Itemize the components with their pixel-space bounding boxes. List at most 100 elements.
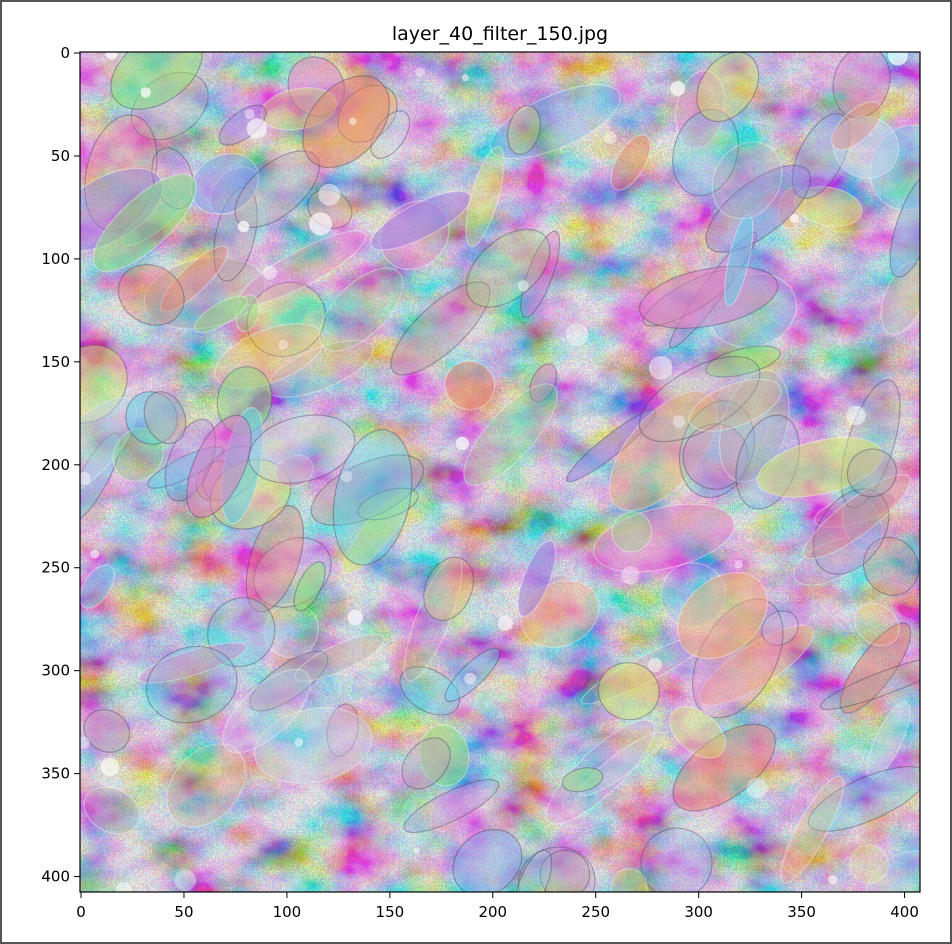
texture-blob: [245, 504, 305, 613]
highlight-spot: [846, 405, 866, 426]
highlight-spot: [318, 183, 341, 206]
texture-blob: [718, 369, 790, 483]
texture-blob: [506, 104, 541, 156]
texture-blob: [452, 829, 523, 892]
texture-blob: [80, 564, 115, 609]
texture-blob: [813, 491, 897, 528]
x-axis: 0 50 100 150 200 250 300 350 400: [76, 892, 919, 921]
texture-blob: [794, 185, 863, 227]
texture-blob: [517, 540, 557, 617]
highlight-spot: [734, 559, 744, 569]
texture-blob: [444, 360, 496, 411]
texture-blob: [403, 555, 463, 682]
texture-blob: [235, 294, 260, 333]
texture-blob: [608, 390, 718, 512]
highlight-spot: [80, 471, 91, 485]
texture-blob: [793, 536, 872, 586]
texture-blob: [832, 52, 891, 119]
texture-blob: [566, 408, 657, 483]
highlight-spot: [648, 657, 663, 673]
texture-blob: [840, 379, 901, 509]
texture-blob: [263, 602, 320, 659]
texture-blob: [159, 245, 229, 313]
texture-blob: [807, 765, 920, 832]
texture-blob: [209, 166, 259, 215]
texture-blob: [688, 378, 782, 432]
texture-blob: [529, 363, 558, 403]
texture-blob: [756, 437, 883, 498]
texture-blob: [287, 56, 345, 117]
texture-blob: [841, 496, 883, 552]
highlight-spot: [90, 549, 100, 559]
highlight-spot: [517, 280, 529, 292]
texture-blob: [193, 295, 248, 334]
highlight-spot: [672, 415, 686, 428]
chart-title: layer_40_filter_150.jpg: [392, 23, 608, 45]
y-tick-label: 0: [60, 44, 70, 62]
texture-blob: [342, 492, 410, 575]
texture-blob: [370, 110, 411, 159]
x-tick-label: 300: [684, 903, 713, 921]
texture-blob: [669, 706, 726, 759]
texture-blob: [846, 448, 897, 498]
texture-blob: [302, 75, 391, 169]
x-tick-label: 100: [273, 903, 302, 921]
y-tick-label: 400: [41, 868, 70, 886]
highlight-spot: [565, 323, 589, 346]
x-tick-label: 150: [376, 903, 405, 921]
texture-blob: [489, 84, 621, 160]
y-tick-label: 200: [41, 456, 70, 474]
texture-blob: [610, 868, 648, 892]
texture-blob: [117, 264, 185, 326]
highlight-spot: [309, 212, 332, 236]
texture-blob: [92, 173, 197, 272]
texture-blob: [514, 849, 553, 892]
texture-blob: [780, 775, 845, 884]
highlight-spot: [497, 615, 513, 631]
texture-blobs: [80, 52, 920, 892]
highlight-spot: [116, 881, 132, 892]
highlight-spot: [670, 81, 686, 96]
texture-blob: [274, 454, 315, 488]
highlight-spot: [888, 52, 908, 66]
y-tick-label: 350: [41, 765, 70, 783]
texture-blob: [294, 633, 385, 682]
texture-blob: [83, 709, 131, 753]
texture-blob: [357, 487, 419, 521]
texture-blob: [310, 454, 425, 527]
texture-blob: [234, 150, 320, 229]
highlight-spot: [746, 777, 768, 799]
texture-blob: [561, 767, 604, 793]
y-tick-label: 150: [41, 353, 70, 371]
texture-blob: [403, 778, 500, 834]
highlight-spot: [415, 67, 425, 77]
texture-blob: [83, 786, 141, 835]
texture-blob: [465, 228, 551, 308]
highlight-spot: [789, 213, 800, 224]
texture-blob: [678, 400, 755, 498]
texture-blob: [80, 344, 128, 424]
highlight-spot: [244, 109, 255, 120]
texture-blob: [399, 666, 460, 716]
highlight-spot: [347, 609, 363, 626]
texture-blob: [866, 701, 911, 779]
texture-blob: [166, 743, 247, 828]
texture-blob: [862, 536, 920, 596]
highlight-spot: [349, 117, 357, 126]
texture-blob: [293, 561, 326, 612]
highlight-spot: [140, 87, 151, 98]
texture-blob: [672, 108, 739, 197]
highlight-spot: [462, 74, 469, 82]
highlight-spot: [294, 738, 304, 747]
highlight-spot: [100, 757, 120, 777]
texture-blob: [880, 261, 920, 335]
texture-blob: [791, 112, 851, 200]
highlight-spot: [464, 672, 476, 685]
x-tick-label: 200: [478, 903, 507, 921]
texture-blob: [761, 610, 799, 646]
texture-blob: [832, 115, 900, 179]
highlight-spot: [413, 847, 420, 854]
highlight-spot: [455, 436, 469, 451]
